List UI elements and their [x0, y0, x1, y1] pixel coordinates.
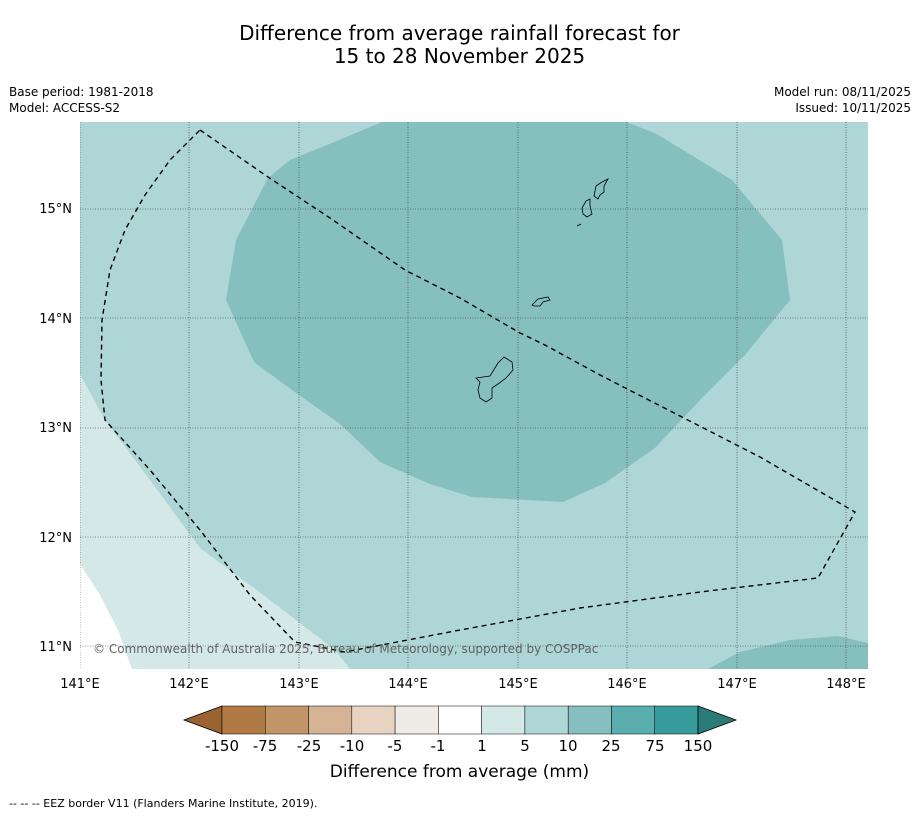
lon-labels: 141°E 142°E 143°E 144°E 145°E 146°E 147°… [60, 677, 866, 692]
colorbar-label: 75 [645, 737, 665, 755]
lon-label: 146°E [607, 677, 647, 692]
island-saipan [593, 178, 610, 200]
colorbar-label: -5 [387, 737, 403, 755]
colorbar-swatch [265, 705, 309, 735]
lon-label: 147°E [717, 677, 757, 692]
model-name: Model: ACCESS-S2 [9, 101, 121, 115]
colorbar-swatch [394, 705, 439, 735]
colorbar-label: 1 [477, 737, 487, 755]
colorbar-swatch [524, 705, 569, 735]
footer-note: -- -- -- EEZ border V11 (Flanders Marine… [9, 797, 318, 810]
title-line-2: 15 to 28 November 2025 [333, 44, 586, 68]
colorbar-label: -150 [204, 737, 240, 755]
rainfall-zone-neutral [80, 564, 132, 669]
colorbar-label: 5 [520, 737, 530, 755]
lat-label: 14°N [39, 312, 72, 327]
colorbar-label: 10 [558, 737, 578, 755]
lon-label: 145°E [498, 677, 538, 692]
island-aguijan [576, 223, 582, 227]
colorbar-label: 25 [601, 737, 621, 755]
map-canvas: © Commonwealth of Australia 2025, Bureau… [80, 122, 868, 669]
colorbar-label: -1 [430, 737, 446, 755]
lat-label: 11°N [39, 640, 72, 655]
colorbar-swatch [438, 705, 482, 735]
colorbar-label: 150 [683, 737, 713, 755]
island-tinian [581, 198, 593, 218]
colorbar-extend-low [182, 705, 223, 735]
island-rota [531, 296, 551, 307]
lon-label: 148°E [826, 677, 866, 692]
colorbar-swatches [182, 705, 738, 735]
lon-label: 144°E [388, 677, 428, 692]
colorbar-swatch [351, 705, 396, 735]
colorbar-label: -75 [252, 737, 278, 755]
rainfall-zone-10-25-corner [708, 636, 868, 669]
colorbar-title: Difference from average (mm) [329, 762, 590, 782]
copyright-text: © Commonwealth of Australia 2025, Bureau… [93, 642, 598, 656]
chart-title: Difference from average rainfall forecas… [0, 22, 919, 68]
graticule [80, 122, 868, 669]
title-line-1: Difference from average rainfall forecas… [239, 21, 680, 45]
colorbar-swatch [567, 705, 612, 735]
islands [475, 178, 610, 403]
colorbar-swatch [481, 705, 526, 735]
lat-label: 15°N [39, 202, 72, 217]
lat-labels: 15°N 14°N 13°N 12°N 11°N [39, 202, 72, 655]
eez-border [100, 129, 856, 653]
colorbar-swatch [308, 705, 353, 735]
colorbar-extend-high [697, 705, 738, 735]
lat-label: 13°N [39, 421, 72, 436]
colorbar-label: -25 [296, 737, 322, 755]
rainfall-zone-10-25 [226, 122, 790, 502]
colorbar [182, 705, 738, 735]
lon-label: 141°E [60, 677, 100, 692]
issued-date: Issued: 10/11/2025 [795, 101, 911, 115]
model-run: Model run: 08/11/2025 [773, 85, 911, 99]
rainfall-zone-1-5 [80, 374, 350, 669]
map: © Commonwealth of Australia 2025, Bureau… [39, 122, 868, 692]
colorbar-swatch [221, 705, 266, 735]
base-period: Base period: 1981-2018 [9, 85, 154, 99]
colorbar-swatch [654, 705, 699, 735]
colorbar-swatch [611, 705, 655, 735]
meta-left: Base period: 1981-2018 Model: ACCESS-S2 [9, 84, 154, 116]
meta-right: Model run: 08/11/2025 Issued: 10/11/2025 [774, 84, 911, 116]
lon-label: 142°E [169, 677, 209, 692]
island-guam [475, 356, 514, 403]
lat-label: 12°N [39, 531, 72, 546]
lon-label: 143°E [279, 677, 319, 692]
colorbar-label: -10 [339, 737, 365, 755]
